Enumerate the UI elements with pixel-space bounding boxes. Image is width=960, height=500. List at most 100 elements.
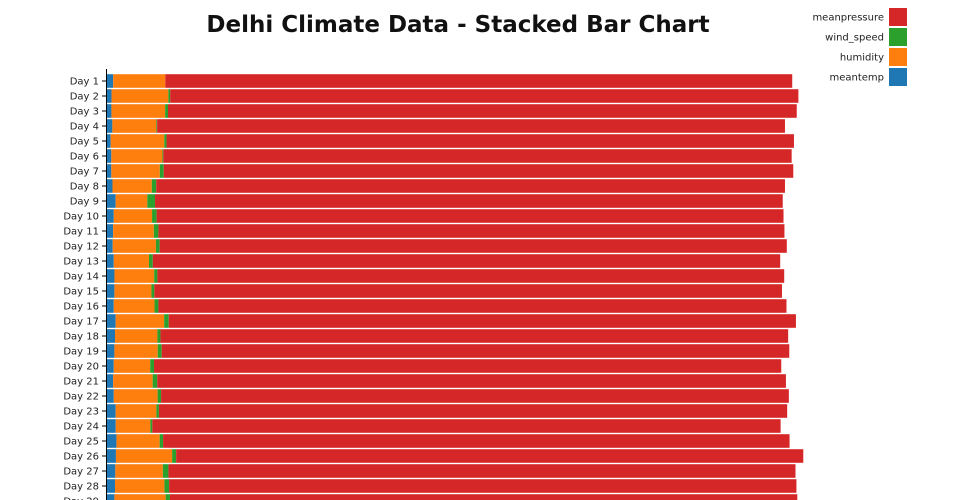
bar-segment-humidity bbox=[112, 179, 152, 193]
bar-segment-meanpressure bbox=[161, 389, 789, 403]
bar-segment-wind_speed bbox=[148, 254, 153, 268]
bar-segment-meantemp bbox=[107, 344, 115, 358]
y-tick-label: Day 22 bbox=[63, 392, 99, 403]
legend: meanpressure wind_speed humidity meantemp bbox=[812, 8, 907, 86]
bar-segment-humidity bbox=[112, 119, 157, 133]
y-tick-label: Day 29 bbox=[63, 497, 99, 500]
bars-group bbox=[107, 74, 804, 500]
bar-segment-meantemp bbox=[107, 299, 114, 313]
bar-segment-humidity bbox=[115, 194, 148, 208]
bar-segment-humidity bbox=[114, 344, 158, 358]
bar-segment-humidity bbox=[114, 284, 152, 298]
y-tick-label: Day 1 bbox=[70, 77, 99, 88]
bar-segment-meanpressure bbox=[152, 254, 781, 268]
bar-segment-meanpressure bbox=[163, 149, 792, 163]
bar-segment-wind_speed bbox=[153, 224, 159, 238]
bar-segment-meanpressure bbox=[168, 104, 797, 118]
bar-segment-meanpressure bbox=[170, 89, 799, 103]
bar-segment-wind_speed bbox=[168, 89, 171, 103]
y-tick-label: Day 3 bbox=[70, 107, 99, 118]
bar-segment-humidity bbox=[115, 419, 151, 433]
bar-segment-meanpressure bbox=[161, 344, 790, 358]
legend-swatch-humidity bbox=[889, 48, 907, 66]
bar-segment-meanpressure bbox=[158, 224, 785, 238]
y-tick-label: Day 8 bbox=[70, 182, 99, 193]
bar-segment-meanpressure bbox=[155, 194, 783, 208]
bar-segment-meantemp bbox=[107, 389, 114, 403]
bar-segment-wind_speed bbox=[147, 194, 156, 208]
bar-segment-meanpressure bbox=[152, 419, 781, 433]
bar-segment-meanpressure bbox=[168, 314, 796, 328]
bar-segment-humidity bbox=[111, 164, 160, 178]
bar-segment-humidity bbox=[113, 74, 166, 88]
bar-segment-wind_speed bbox=[151, 179, 157, 193]
bar-segment-meantemp bbox=[107, 329, 116, 343]
y-tick-label: Day 5 bbox=[70, 137, 99, 148]
bar-segment-meantemp bbox=[107, 224, 114, 238]
bar-segment-humidity bbox=[115, 464, 163, 478]
bar-segment-humidity bbox=[113, 224, 154, 238]
bar-segment-meantemp bbox=[107, 254, 114, 268]
y-tick-label: Day 7 bbox=[70, 167, 99, 178]
bar-segment-wind_speed bbox=[165, 494, 170, 500]
y-tick-label: Day 9 bbox=[70, 197, 99, 208]
bar-segment-meantemp bbox=[107, 239, 113, 253]
bar-segment-meanpressure bbox=[165, 74, 793, 88]
bar-segment-meanpressure bbox=[157, 269, 785, 283]
bar-segment-wind_speed bbox=[156, 404, 159, 418]
y-tick-label: Day 28 bbox=[63, 482, 99, 493]
y-tick-label: Day 27 bbox=[63, 467, 99, 478]
bar-segment-meantemp bbox=[107, 494, 115, 500]
bar-segment-meanpressure bbox=[169, 494, 798, 500]
y-tick-label: Day 6 bbox=[70, 152, 99, 163]
y-tick-label: Day 11 bbox=[63, 227, 99, 238]
chart-title: Delhi Climate Data - Stacked Bar Chart bbox=[206, 12, 710, 38]
bar-segment-humidity bbox=[115, 449, 173, 463]
legend-label-humidity: humidity bbox=[840, 53, 884, 64]
y-tick-label: Day 15 bbox=[63, 287, 99, 298]
y-tick-label: Day 21 bbox=[63, 377, 99, 388]
legend-label-meantemp: meantemp bbox=[829, 73, 884, 84]
bar-segment-wind_speed bbox=[164, 479, 170, 493]
bar-segment-humidity bbox=[113, 359, 151, 373]
bar-segment-wind_speed bbox=[164, 314, 169, 328]
bar-segment-meantemp bbox=[107, 194, 116, 208]
y-tick-label: Day 4 bbox=[70, 122, 99, 133]
bar-segment-wind_speed bbox=[164, 134, 167, 148]
bar-segment-meantemp bbox=[107, 269, 115, 283]
bar-segment-meantemp bbox=[107, 179, 113, 193]
bar-segment-meantemp bbox=[107, 479, 116, 493]
y-tick-label: Day 20 bbox=[63, 362, 99, 373]
bar-segment-meantemp bbox=[107, 209, 114, 223]
bar-segment-humidity bbox=[113, 299, 155, 313]
y-tick-label: Day 24 bbox=[63, 422, 99, 433]
bar-segment-meanpressure bbox=[166, 134, 794, 148]
y-tick-label: Day 19 bbox=[63, 347, 99, 358]
bar-segment-meanpressure bbox=[163, 434, 790, 448]
bar-segment-meantemp bbox=[107, 149, 112, 163]
bar-segment-meantemp bbox=[107, 89, 112, 103]
bar-segment-meanpressure bbox=[156, 209, 784, 223]
bar-segment-meanpressure bbox=[169, 479, 797, 493]
bar-segment-humidity bbox=[115, 479, 165, 493]
bar-segment-meanpressure bbox=[154, 359, 782, 373]
bar-segment-meantemp bbox=[107, 374, 114, 388]
bar-segment-wind_speed bbox=[172, 449, 177, 463]
bar-segment-meantemp bbox=[107, 119, 113, 133]
y-tick-label: Day 17 bbox=[63, 317, 99, 328]
bar-segment-meantemp bbox=[107, 434, 117, 448]
bar-segment-wind_speed bbox=[155, 239, 160, 253]
bar-segment-humidity bbox=[111, 149, 163, 163]
bar-segment-humidity bbox=[115, 314, 165, 328]
bar-segment-meanpressure bbox=[159, 239, 787, 253]
legend-swatch-meanpressure bbox=[889, 8, 907, 26]
y-tick-label: Day 13 bbox=[63, 257, 99, 268]
bar-segment-meantemp bbox=[107, 104, 112, 118]
bar-segment-meantemp bbox=[107, 314, 116, 328]
legend-label-meanpressure: meanpressure bbox=[812, 13, 884, 24]
bar-segment-wind_speed bbox=[159, 164, 164, 178]
bar-segment-meantemp bbox=[107, 74, 114, 88]
bar-segment-wind_speed bbox=[150, 419, 153, 433]
bar-segment-wind_speed bbox=[152, 209, 157, 223]
y-tick-label: Day 2 bbox=[70, 92, 99, 103]
